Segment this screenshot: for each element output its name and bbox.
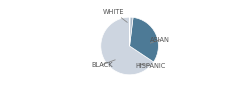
Text: HISPANIC: HISPANIC xyxy=(135,63,166,69)
Wedge shape xyxy=(130,17,133,46)
Wedge shape xyxy=(101,17,154,75)
Text: WHITE: WHITE xyxy=(103,9,127,22)
Text: BLACK: BLACK xyxy=(91,60,115,68)
Text: ASIAN: ASIAN xyxy=(150,37,170,43)
Wedge shape xyxy=(130,17,158,62)
